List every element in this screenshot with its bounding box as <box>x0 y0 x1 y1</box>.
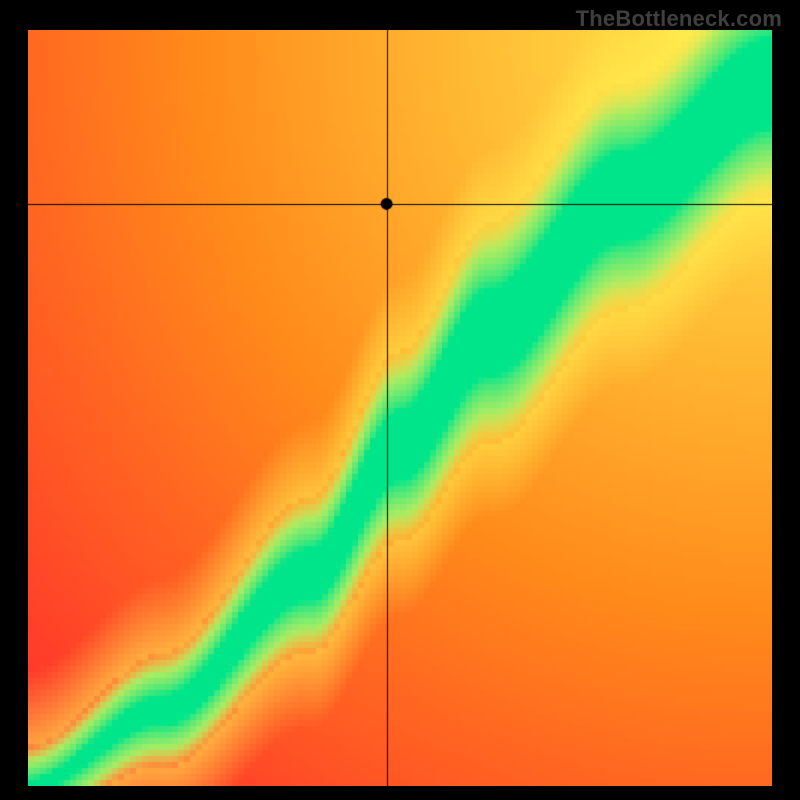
bottleneck-heatmap-canvas <box>28 30 772 786</box>
chart-root: TheBottleneck.com <box>0 0 800 800</box>
watermark-text: TheBottleneck.com <box>576 6 782 32</box>
